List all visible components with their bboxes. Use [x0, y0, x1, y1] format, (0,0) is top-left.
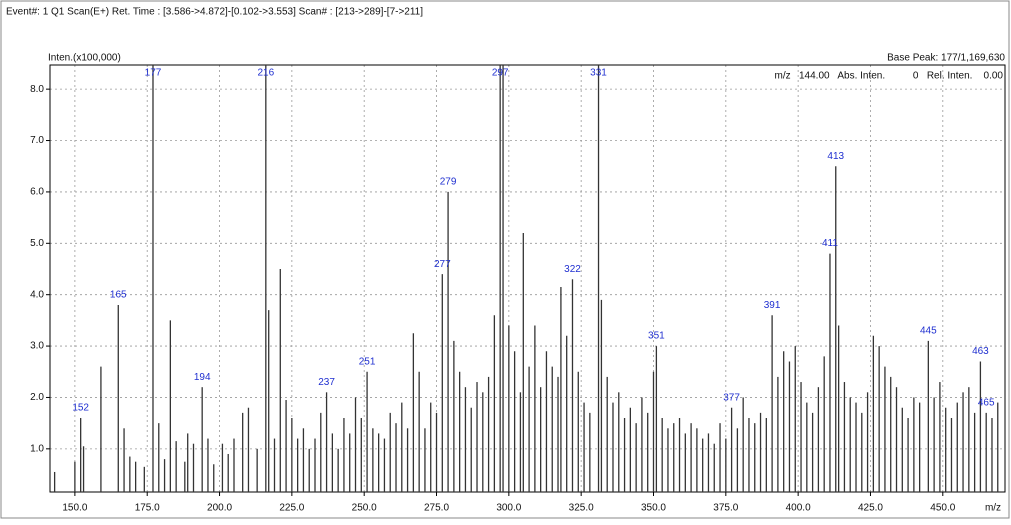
- peak-label: 152: [72, 403, 89, 414]
- y-label: Inten.(x100,000): [48, 53, 121, 64]
- peak-label: 445: [920, 326, 937, 337]
- base-peak: Base Peak: 177/1,169,630: [887, 53, 1005, 64]
- peaks: [53, 65, 999, 492]
- header: Event#: 1 Q1 Scan(E+) Ret. Time : [3.586…: [6, 7, 423, 18]
- peak-label: 279: [440, 177, 457, 188]
- y-tick-label: 5.0: [30, 238, 44, 249]
- x-tick-label: 400.0: [786, 503, 811, 514]
- peak-label: 465: [978, 398, 995, 409]
- y-tick-label: 3.0: [30, 341, 44, 352]
- x-tick-label: 250.0: [352, 503, 377, 514]
- peak-label: 331: [590, 68, 607, 79]
- x-label: m/z: [985, 503, 1001, 514]
- plot-border: [49, 64, 1006, 493]
- peak-label: 237: [318, 377, 335, 388]
- peak-label: 251: [359, 356, 376, 367]
- y-tick-label: 8.0: [30, 84, 44, 95]
- peak-label: 194: [194, 372, 211, 383]
- peak-label: 322: [564, 264, 581, 275]
- x-tick-label: 175.0: [135, 503, 160, 514]
- x-tick-label: 350.0: [641, 503, 666, 514]
- x-tick-label: 225.0: [279, 503, 304, 514]
- x-tick-label: 300.0: [496, 503, 521, 514]
- peak-label: 177: [145, 68, 162, 79]
- peak-label: 165: [110, 290, 127, 301]
- peak-label: 413: [827, 151, 844, 162]
- peak-label: 216: [257, 68, 274, 79]
- peak-label: 411: [822, 238, 838, 249]
- peak-label: 377: [723, 392, 740, 403]
- x-tick-label: 375.0: [713, 503, 738, 514]
- x-tick-label: 150.0: [62, 503, 87, 514]
- peak-label: 391: [764, 300, 781, 311]
- y-tick-label: 6.0: [30, 187, 44, 198]
- x-tick-label: 425.0: [858, 503, 883, 514]
- peak-label: 277: [434, 259, 451, 270]
- x-tick-label: 325.0: [569, 503, 594, 514]
- peak-label: 351: [648, 331, 665, 342]
- peak-label: 297: [492, 68, 509, 79]
- x-tick-label: 200.0: [207, 503, 232, 514]
- y-tick-label: 4.0: [30, 289, 44, 300]
- x-tick-label: 450.0: [930, 503, 955, 514]
- y-tick-label: 1.0: [30, 443, 44, 454]
- y-tick-label: 2.0: [30, 392, 44, 403]
- peak-label: 463: [972, 346, 989, 357]
- y-tick-label: 7.0: [30, 135, 44, 146]
- x-tick-label: 275.0: [424, 503, 449, 514]
- cursor-info: m/z 144.00 Abs. Inten. 0 Rel. Inten. 0.0…: [775, 71, 1004, 82]
